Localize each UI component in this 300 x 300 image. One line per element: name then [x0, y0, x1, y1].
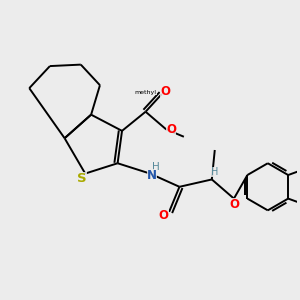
Text: H: H	[211, 167, 218, 177]
Text: O: O	[159, 209, 169, 222]
Text: H: H	[152, 162, 160, 172]
Text: methyl: methyl	[135, 90, 157, 95]
Text: O: O	[160, 85, 170, 98]
Text: O: O	[229, 198, 239, 211]
Text: N: N	[147, 169, 158, 182]
Text: S: S	[77, 172, 86, 185]
Text: O: O	[167, 123, 176, 136]
